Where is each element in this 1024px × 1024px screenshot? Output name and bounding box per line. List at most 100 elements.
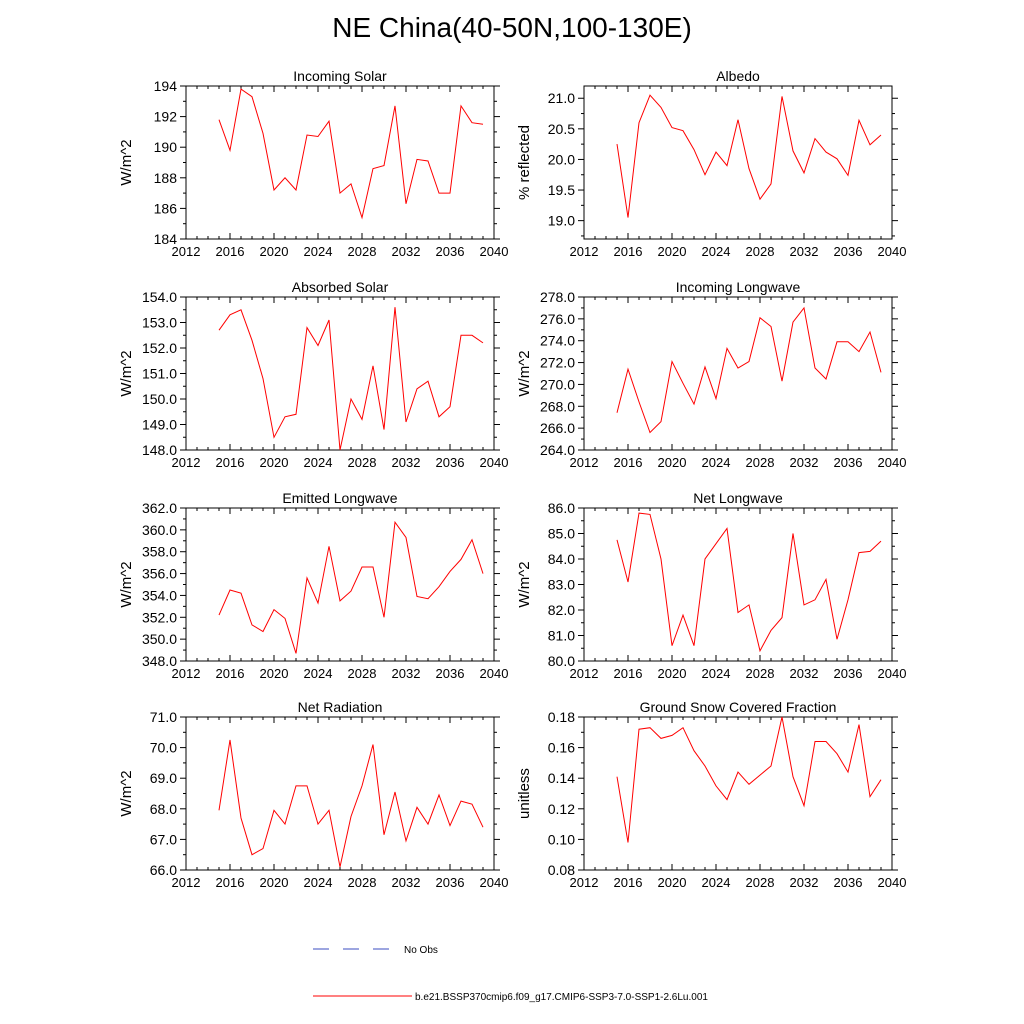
x-tick-label: 2016 bbox=[216, 455, 245, 470]
y-tick-label: 83.0 bbox=[548, 577, 575, 593]
y-axis-label: W/m^2 bbox=[516, 350, 533, 396]
y-tick-label: 266.0 bbox=[540, 420, 575, 436]
plot-frame bbox=[583, 716, 893, 871]
y-tick-label: 154.0 bbox=[142, 289, 177, 305]
x-tick-label: 2020 bbox=[260, 666, 289, 681]
y-tick-label: 186 bbox=[154, 200, 178, 216]
x-tick-label: 2040 bbox=[878, 244, 907, 259]
y-tick-label: 268.0 bbox=[540, 398, 575, 414]
y-tick-label: 82.0 bbox=[548, 602, 575, 618]
x-tick-label: 2012 bbox=[570, 455, 599, 470]
y-tick-label: 67.0 bbox=[150, 831, 177, 847]
panel-title: Net Longwave bbox=[693, 490, 783, 506]
panel-title: Ground Snow Covered Fraction bbox=[640, 699, 837, 715]
x-tick-label: 2016 bbox=[614, 244, 643, 259]
y-tick-label: 354.0 bbox=[142, 587, 177, 603]
y-tick-label: 68.0 bbox=[150, 801, 177, 817]
panel-title: Incoming Solar bbox=[293, 68, 387, 84]
x-tick-label: 2016 bbox=[614, 666, 643, 681]
x-tick-label: 2020 bbox=[658, 455, 687, 470]
y-tick-label: 350.0 bbox=[142, 631, 177, 647]
y-tick-label: 192 bbox=[154, 109, 178, 125]
y-tick-label: 188 bbox=[154, 170, 178, 186]
plot-frame bbox=[583, 85, 893, 240]
plot-frame bbox=[583, 507, 893, 662]
x-tick-label: 2040 bbox=[480, 455, 509, 470]
x-tick-label: 2012 bbox=[570, 666, 599, 681]
x-tick-label: 2036 bbox=[834, 666, 863, 681]
x-tick-label: 2012 bbox=[570, 244, 599, 259]
x-tick-label: 2024 bbox=[304, 244, 333, 259]
y-tick-label: 70.0 bbox=[150, 740, 177, 756]
x-tick-label: 2032 bbox=[392, 666, 421, 681]
x-tick-label: 2032 bbox=[790, 244, 819, 259]
panel-title: Net Radiation bbox=[298, 699, 383, 715]
y-tick-label: 184 bbox=[154, 231, 178, 247]
plot-frame bbox=[185, 85, 495, 240]
x-tick-label: 2024 bbox=[304, 875, 333, 890]
series-line bbox=[218, 739, 484, 868]
x-tick-label: 2016 bbox=[216, 244, 245, 259]
y-tick-label: 194 bbox=[154, 78, 178, 94]
x-tick-label: 2012 bbox=[172, 875, 201, 890]
y-tick-label: 19.0 bbox=[548, 213, 575, 229]
y-tick-label: 20.0 bbox=[548, 151, 575, 167]
x-tick-label: 2028 bbox=[746, 875, 775, 890]
y-tick-label: 66.0 bbox=[150, 862, 177, 878]
series-line bbox=[218, 307, 484, 451]
x-tick-label: 2040 bbox=[878, 875, 907, 890]
x-tick-label: 2032 bbox=[392, 244, 421, 259]
y-tick-label: 0.08 bbox=[548, 862, 575, 878]
plot-frame bbox=[185, 507, 495, 662]
y-axis-label: % reflected bbox=[516, 125, 533, 200]
y-tick-label: 84.0 bbox=[548, 551, 575, 567]
chart-panel-1: Incoming Solar W/m^2 2012 2016 2020 2024 2028 2… bbox=[118, 68, 508, 259]
x-tick-label: 2036 bbox=[436, 875, 465, 890]
y-tick-label: 0.18 bbox=[548, 709, 575, 725]
y-tick-label: 149.0 bbox=[142, 417, 177, 433]
y-tick-label: 358.0 bbox=[142, 544, 177, 560]
series-line bbox=[616, 306, 882, 434]
x-tick-label: 2024 bbox=[702, 455, 731, 470]
y-axis-label: W/m^2 bbox=[118, 561, 135, 607]
y-tick-label: 0.12 bbox=[548, 801, 575, 817]
y-tick-label: 360.0 bbox=[142, 522, 177, 538]
y-tick-label: 153.0 bbox=[142, 315, 177, 331]
y-tick-label: 152.0 bbox=[142, 340, 177, 356]
x-tick-label: 2016 bbox=[614, 455, 643, 470]
chart-panel-8: Ground Snow Covered Fraction unitless 2012… bbox=[516, 699, 906, 890]
x-tick-label: 2040 bbox=[480, 244, 509, 259]
chart-panel-4: Incoming Longwave W/m^2 2012 2016 2020 2024 20… bbox=[516, 279, 906, 470]
panel-title: Incoming Longwave bbox=[676, 279, 801, 295]
legend-model-label: b.e21.BSSP370cmip6.f09_g17.CMIP6-SSP3-7.… bbox=[415, 992, 708, 1003]
y-tick-label: 71.0 bbox=[150, 709, 177, 725]
chart-panel-7: Net Radiation W/m^2 2012 2016 2020 2024 2028 20… bbox=[118, 699, 508, 890]
y-tick-label: 20.5 bbox=[548, 121, 575, 137]
x-tick-label: 2040 bbox=[878, 455, 907, 470]
chart-panel-3: Absorbed Solar W/m^2 2012 2016 2020 2024 2028 2… bbox=[118, 279, 508, 470]
x-tick-label: 2016 bbox=[216, 875, 245, 890]
x-tick-label: 2032 bbox=[790, 875, 819, 890]
y-tick-label: 264.0 bbox=[540, 442, 575, 458]
x-tick-label: 2020 bbox=[658, 666, 687, 681]
y-tick-label: 190 bbox=[154, 139, 178, 155]
y-tick-label: 86.0 bbox=[548, 500, 575, 516]
x-tick-label: 2024 bbox=[304, 455, 333, 470]
x-tick-label: 2028 bbox=[746, 455, 775, 470]
x-tick-label: 2012 bbox=[172, 666, 201, 681]
y-axis-label: unitless bbox=[516, 768, 533, 819]
plot-frame bbox=[583, 296, 893, 451]
x-tick-label: 2024 bbox=[702, 875, 731, 890]
x-tick-label: 2036 bbox=[834, 455, 863, 470]
legend: No Obs b.e21.BSSP370cmip6.f09_g17.CMIP6-… bbox=[313, 945, 708, 1003]
x-tick-label: 2016 bbox=[614, 875, 643, 890]
y-tick-label: 150.0 bbox=[142, 391, 177, 407]
y-tick-label: 81.0 bbox=[548, 628, 575, 644]
x-tick-label: 2040 bbox=[480, 875, 509, 890]
y-tick-label: 274.0 bbox=[540, 333, 575, 349]
x-tick-label: 2016 bbox=[216, 666, 245, 681]
x-tick-label: 2032 bbox=[790, 455, 819, 470]
y-tick-label: 356.0 bbox=[142, 566, 177, 582]
x-tick-label: 2032 bbox=[392, 875, 421, 890]
